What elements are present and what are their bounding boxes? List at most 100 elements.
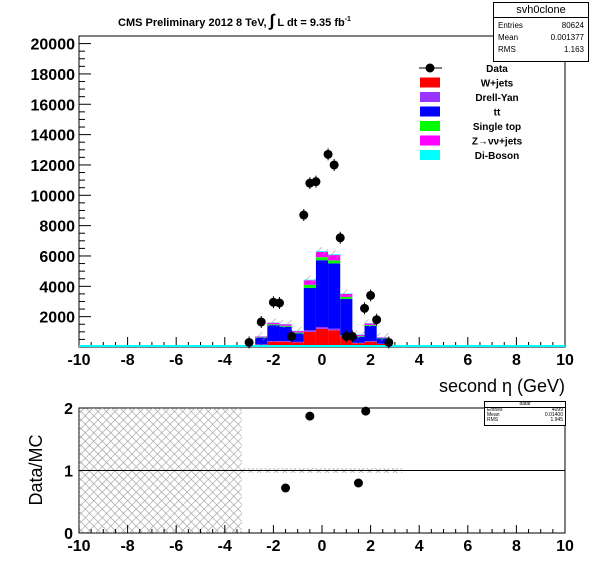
plot-title: CMS Preliminary 2012 8 TeV, ∫ L dt = 9.3… <box>118 11 351 30</box>
bar-wjets <box>279 341 292 347</box>
legend-swatch <box>420 121 440 131</box>
data-point <box>366 290 376 300</box>
bar-drellyan <box>303 330 316 332</box>
y-tick-label: 20000 <box>31 37 76 54</box>
data-point <box>384 337 394 347</box>
ratio-point <box>361 406 371 416</box>
ratio-points <box>281 406 371 493</box>
mc-uncertainty-hatch <box>328 250 341 259</box>
bar-ttbar <box>291 333 304 342</box>
x-tick-label: 0 <box>318 352 327 369</box>
data-point <box>274 298 284 308</box>
x-tick-label: -10 <box>67 352 90 369</box>
ratio-x-tick-label: 0 <box>318 538 327 555</box>
x-tick-label: -8 <box>120 352 134 369</box>
bar-ttbar <box>267 325 280 342</box>
ratio-x-tick-label: -4 <box>218 538 232 555</box>
x-tick-label: -4 <box>218 352 232 369</box>
legend-swatch <box>420 77 440 88</box>
ratio-point <box>305 411 315 421</box>
mc-uncertainty-hatch <box>352 330 365 339</box>
legend-label: tt <box>494 108 501 119</box>
mc-uncertainty-hatch <box>340 289 353 298</box>
bar-ttbar <box>364 325 377 342</box>
mc-uncertainty-hatch <box>303 275 316 284</box>
y-tick-label: 8000 <box>39 219 75 236</box>
data-points <box>244 148 394 349</box>
mc-uncertainty-hatch <box>267 318 280 327</box>
ratio-x-tick-label: 4 <box>415 538 424 555</box>
bar-drellyan <box>279 341 292 342</box>
bar-singletop <box>303 284 316 288</box>
bar-wjets <box>291 342 304 347</box>
bar-ttbar <box>255 337 268 345</box>
legend-swatch <box>420 92 440 102</box>
data-point <box>323 149 333 159</box>
y-tick-label: 4000 <box>39 279 75 296</box>
stats-box-top: svh0clone Entries 80624 Mean 0.001377 RM… <box>493 2 589 62</box>
legend-label: Drell-Yan <box>475 93 518 104</box>
ratio-point <box>353 478 363 488</box>
bar-ttbar <box>328 263 341 329</box>
bar-wjets <box>328 330 341 347</box>
ratio-x-tick-label: -2 <box>266 538 280 555</box>
stats-rms-label: RMS <box>498 45 516 54</box>
bar-ttbar <box>303 287 316 331</box>
bar-ttbar <box>315 260 329 327</box>
stats-bottom-entries-label: Entries <box>487 407 503 413</box>
x-tick-label: 2 <box>366 352 375 369</box>
legend-label: W+jets <box>481 79 514 90</box>
data-point <box>244 337 254 347</box>
bar-singletop <box>340 296 353 299</box>
ratio-x-tick-label: -10 <box>67 538 90 555</box>
x-tick-label: 8 <box>512 352 521 369</box>
ratio-x-tick-label: 6 <box>463 538 472 555</box>
bar-wjets <box>267 341 280 347</box>
legend-swatch <box>420 106 440 117</box>
ratio-point <box>281 483 291 493</box>
legend-label: Single top <box>473 122 521 133</box>
stats-box-bottom-title: dataf <box>485 402 565 408</box>
y-tick-label: 2000 <box>39 310 75 327</box>
ratio-x-tick-label: -8 <box>120 538 134 555</box>
x-axis-label: second η (GeV) <box>439 376 565 396</box>
bar-drellyan <box>364 341 377 342</box>
ratio-y-axis-label: Data/MC <box>26 434 46 505</box>
bar-ttbar <box>340 298 353 336</box>
ratio-x-tick-label: 10 <box>556 538 574 555</box>
x-tick-label: 6 <box>463 352 472 369</box>
data-point <box>360 303 370 313</box>
y-tick-label: 12000 <box>31 158 76 175</box>
bar-drellyan <box>328 328 341 331</box>
x-tick-label: 4 <box>415 352 424 369</box>
ratio-y-tick-label: 2 <box>64 401 73 418</box>
ratio-y-tick-label: 1 <box>64 464 73 481</box>
legend: Data W+jets Drell-Yan tt Single top Z→νν+jets… <box>419 63 523 162</box>
stats-mean-value: 0.001377 <box>550 33 584 42</box>
mc-uncertainty-hatch <box>364 319 377 328</box>
mc-uncertainty-hatch <box>315 247 329 256</box>
bar-wjets <box>315 328 329 347</box>
stats-box-bottom: dataf Entries 4099 Mean 0.01400 RMS 1.94… <box>484 401 566 426</box>
mc-uncertainty-hatch <box>376 333 389 342</box>
legend-label: Di-Boson <box>475 151 519 162</box>
bar-wjets <box>364 341 377 347</box>
stats-box-title: svh0clone <box>494 3 588 18</box>
ratio-uncertainty-band <box>79 408 565 533</box>
ratio-x-tick-label: 8 <box>512 538 521 555</box>
data-point <box>311 177 321 187</box>
y-tick-label: 18000 <box>31 67 76 84</box>
data-point <box>256 317 266 327</box>
legend-data-marker <box>425 63 435 73</box>
x-tick-label: 10 <box>556 352 574 369</box>
stats-bottom-entries-value: 4099 <box>551 407 563 413</box>
bar-ttbar <box>352 336 365 343</box>
bar-singletop <box>315 257 329 261</box>
legend-swatch <box>420 150 440 160</box>
bar-drellyan <box>267 341 280 342</box>
y-tick-label: 16000 <box>31 97 76 114</box>
ratio-y-tick-label: 0 <box>64 526 73 543</box>
mc-uncertainty-hatch <box>279 319 292 328</box>
ratio-x-tick-label: 2 <box>366 538 375 555</box>
